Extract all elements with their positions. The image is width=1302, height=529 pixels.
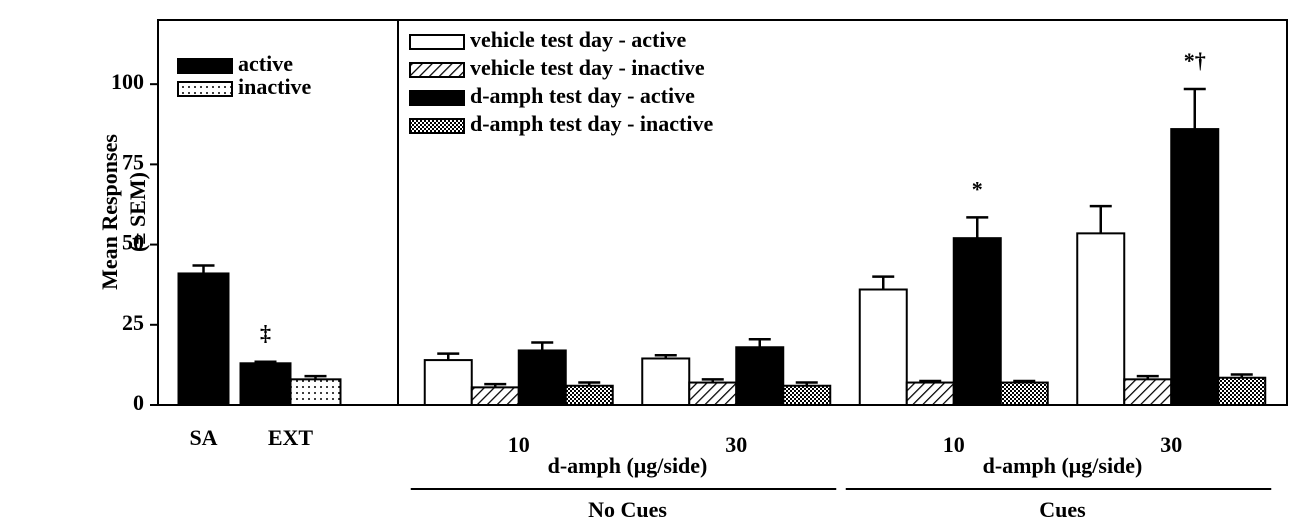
- legend-label: d-amph test day - inactive: [470, 111, 713, 136]
- bar: [239, 362, 292, 406]
- y-axis-label: (± SEM): [125, 172, 150, 252]
- bar: [177, 272, 230, 407]
- y-tick-label: 100: [111, 69, 144, 94]
- legend-swatch: [177, 81, 233, 97]
- bar: [1217, 376, 1267, 406]
- bar: [999, 381, 1049, 406]
- x-tick-label: 30: [725, 432, 747, 457]
- bar: [470, 386, 520, 406]
- y-tick-label: 25: [122, 310, 144, 335]
- annotation: *†: [1184, 48, 1206, 73]
- bar: [423, 359, 473, 407]
- x-axis-label: d-amph (μg/side): [983, 453, 1143, 478]
- bar: [952, 237, 1002, 406]
- x-tick-label: EXT: [268, 425, 314, 450]
- legend-label: inactive: [238, 74, 312, 99]
- group-label: Cues: [1039, 497, 1086, 522]
- bar: [1170, 128, 1220, 406]
- y-axis-label: Mean Responses: [97, 134, 122, 290]
- bar: [905, 381, 955, 406]
- annotation: *: [972, 176, 983, 201]
- bar: [289, 378, 342, 407]
- group-label: No Cues: [588, 497, 667, 522]
- legend-swatch: [409, 90, 465, 106]
- x-axis-label: d-amph (μg/side): [548, 453, 708, 478]
- bar: [517, 349, 567, 407]
- y-tick-label: 50: [122, 230, 144, 255]
- x-tick-label: 10: [943, 432, 965, 457]
- x-tick-label: 30: [1160, 432, 1182, 457]
- legend-swatch: [177, 58, 233, 74]
- legend-label: active: [238, 51, 293, 76]
- legend-swatch: [409, 34, 465, 50]
- bar: [1123, 378, 1173, 407]
- right-panel-frame: [397, 19, 1288, 406]
- x-tick-label: 10: [508, 432, 530, 457]
- bar: [858, 288, 908, 406]
- bar: [641, 357, 691, 406]
- bar: [735, 346, 785, 406]
- legend-label: vehicle test day - inactive: [470, 55, 705, 80]
- legend-swatch: [409, 62, 465, 78]
- legend-label: d-amph test day - active: [470, 83, 695, 108]
- x-tick-label: SA: [189, 425, 217, 450]
- annotation: ‡: [260, 321, 271, 346]
- y-tick-label: 75: [122, 149, 144, 174]
- bar: [1076, 232, 1126, 406]
- legend-label: vehicle test day - active: [470, 27, 686, 52]
- legend-swatch: [409, 118, 465, 134]
- bar: [782, 384, 832, 406]
- y-tick-label: 0: [133, 390, 144, 415]
- bar: [688, 381, 738, 406]
- bar: [564, 384, 614, 406]
